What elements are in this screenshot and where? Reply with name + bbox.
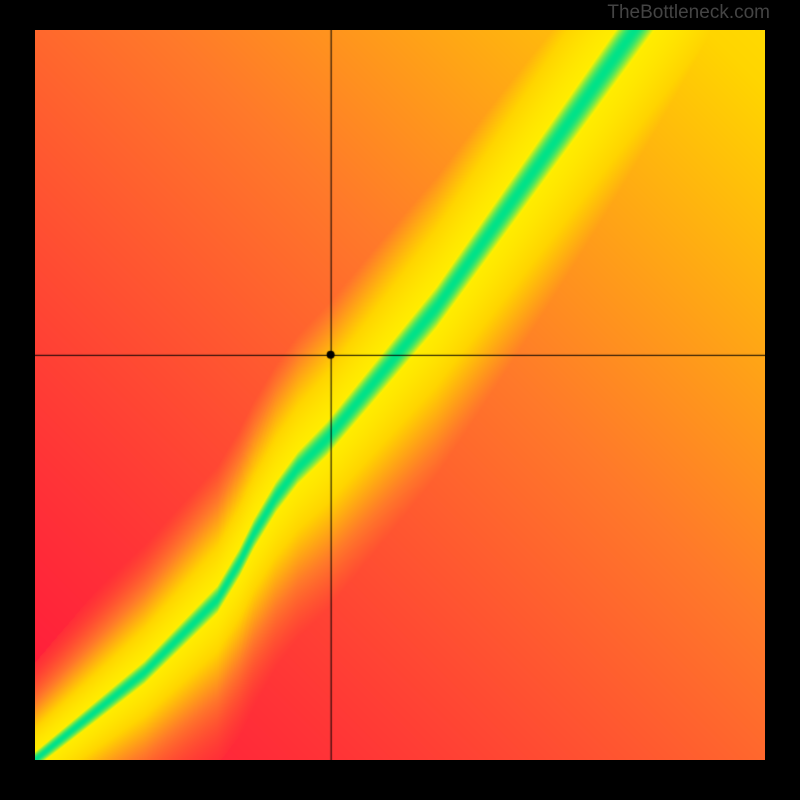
heatmap-canvas	[35, 30, 765, 760]
heatmap-plot	[35, 30, 765, 760]
watermark-text: TheBottleneck.com	[607, 2, 770, 24]
